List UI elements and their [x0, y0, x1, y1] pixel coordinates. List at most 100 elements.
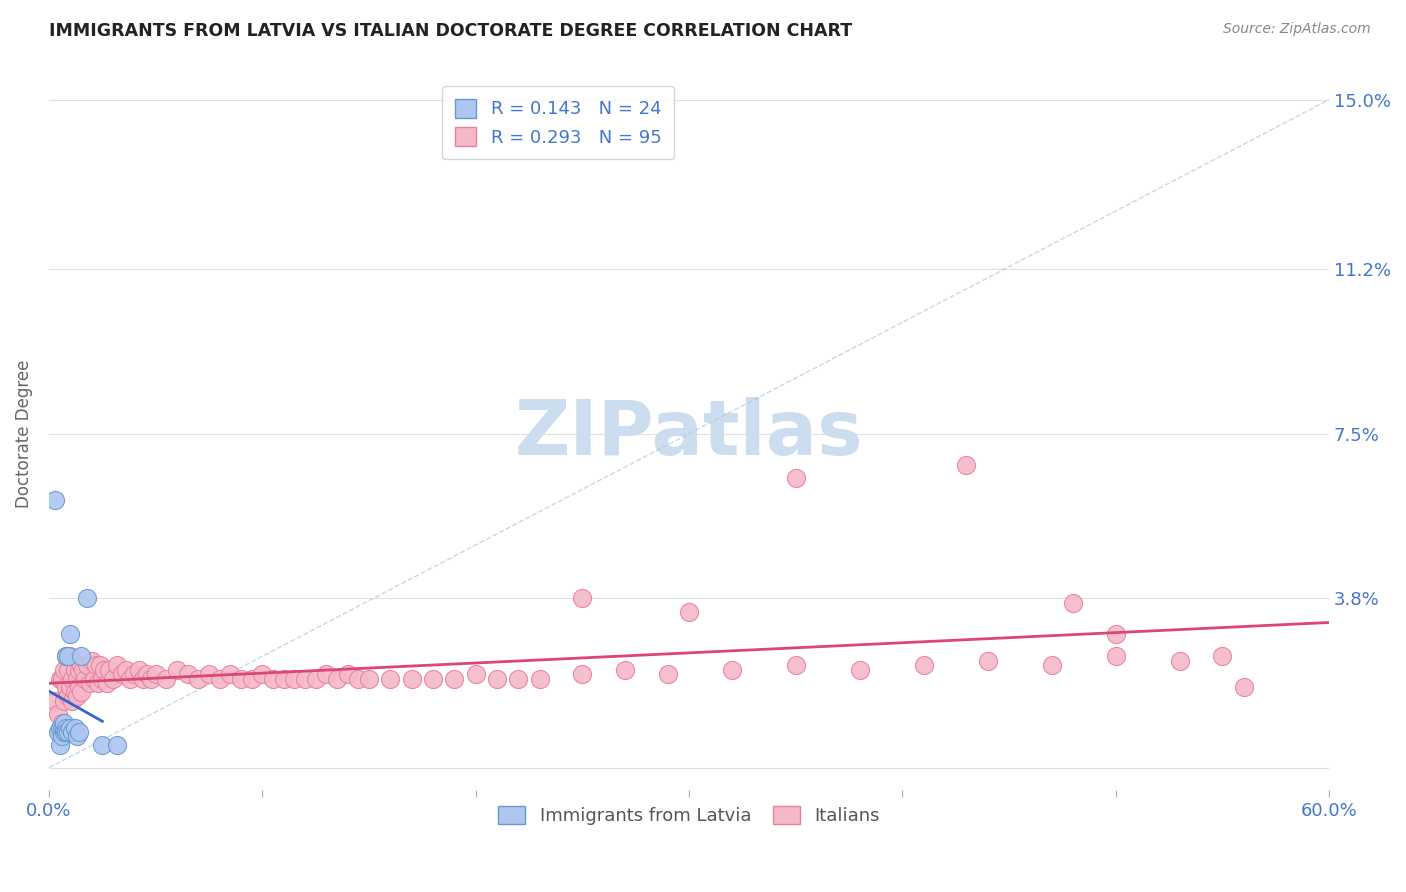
Point — [118, 672, 141, 686]
Point — [59, 721, 82, 735]
Point — [283, 672, 305, 686]
Point — [273, 672, 295, 686]
Point — [76, 591, 98, 606]
Point — [976, 654, 998, 668]
Point — [571, 591, 593, 606]
Point — [155, 672, 177, 686]
Point — [187, 672, 209, 686]
Point — [347, 672, 370, 686]
Point — [124, 667, 146, 681]
Point — [63, 663, 86, 677]
Point — [52, 663, 75, 677]
Point — [44, 493, 66, 508]
Point — [84, 658, 107, 673]
Point — [48, 725, 70, 739]
Point — [52, 694, 75, 708]
Point — [229, 672, 252, 686]
Point — [93, 663, 115, 677]
Point — [1233, 681, 1256, 695]
Point — [70, 649, 93, 664]
Point — [62, 694, 84, 708]
Point — [1211, 649, 1233, 664]
Point — [59, 649, 82, 664]
Point — [785, 658, 807, 673]
Point — [1040, 658, 1063, 673]
Point — [219, 667, 242, 681]
Point — [55, 725, 77, 739]
Point — [51, 672, 73, 686]
Point — [48, 739, 70, 753]
Point — [955, 458, 977, 472]
Point — [1062, 596, 1084, 610]
Point — [720, 663, 742, 677]
Point — [70, 685, 93, 699]
Point — [56, 663, 79, 677]
Point — [422, 672, 444, 686]
Point — [96, 676, 118, 690]
Point — [101, 672, 124, 686]
Point — [46, 725, 69, 739]
Point — [66, 690, 89, 704]
Point — [91, 739, 114, 753]
Y-axis label: Doctorate Degree: Doctorate Degree — [15, 359, 32, 508]
Point — [67, 681, 90, 695]
Point — [571, 667, 593, 681]
Point — [75, 672, 97, 686]
Point — [262, 672, 284, 686]
Point — [132, 672, 155, 686]
Point — [136, 667, 159, 681]
Point — [55, 649, 77, 664]
Point — [67, 725, 90, 739]
Point — [51, 721, 73, 735]
Text: IMMIGRANTS FROM LATVIA VS ITALIAN DOCTORATE DEGREE CORRELATION CHART: IMMIGRANTS FROM LATVIA VS ITALIAN DOCTOR… — [49, 22, 852, 40]
Point — [1105, 649, 1128, 664]
Point — [56, 649, 79, 664]
Point — [51, 730, 73, 744]
Point — [110, 667, 132, 681]
Point — [83, 672, 105, 686]
Point — [52, 721, 75, 735]
Point — [529, 672, 551, 686]
Point — [443, 672, 465, 686]
Legend: Immigrants from Latvia, Italians: Immigrants from Latvia, Italians — [489, 797, 889, 834]
Point — [55, 681, 77, 695]
Text: Source: ZipAtlas.com: Source: ZipAtlas.com — [1223, 22, 1371, 37]
Point — [55, 721, 77, 735]
Point — [208, 672, 231, 686]
Point — [141, 672, 163, 686]
Point — [59, 681, 82, 695]
Point — [59, 627, 82, 641]
Point — [52, 725, 75, 739]
Point — [89, 658, 111, 673]
Point — [485, 672, 508, 686]
Point — [66, 672, 89, 686]
Point — [91, 672, 114, 686]
Text: ZIPatlas: ZIPatlas — [515, 397, 863, 471]
Point — [56, 725, 79, 739]
Point — [76, 658, 98, 673]
Point — [912, 658, 935, 673]
Point — [380, 672, 402, 686]
Point — [326, 672, 349, 686]
Point — [252, 667, 274, 681]
Point — [105, 739, 128, 753]
Point — [678, 605, 700, 619]
Point — [114, 663, 136, 677]
Point — [614, 663, 637, 677]
Point — [336, 667, 359, 681]
Point — [70, 658, 93, 673]
Point — [46, 707, 69, 722]
Point — [176, 667, 198, 681]
Point — [72, 663, 94, 677]
Point — [105, 658, 128, 673]
Point — [848, 663, 870, 677]
Point — [48, 672, 70, 686]
Point — [145, 667, 167, 681]
Point — [51, 716, 73, 731]
Point — [508, 672, 530, 686]
Point — [44, 694, 66, 708]
Point — [48, 721, 70, 735]
Point — [785, 471, 807, 485]
Point — [62, 672, 84, 686]
Point — [63, 721, 86, 735]
